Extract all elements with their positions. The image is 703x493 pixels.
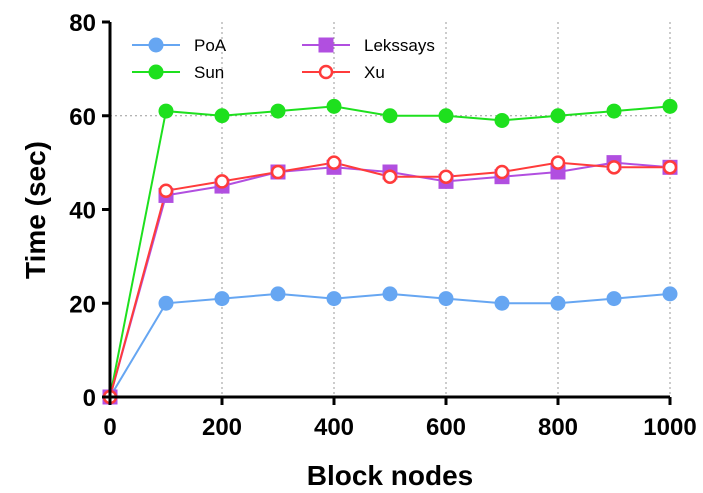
tick-labels: 0 200 400 600 800 1000 0 20 40 60 80 [69,10,696,441]
data-point [270,164,286,180]
legend-marker [148,64,164,80]
y-tick-label: 40 [69,198,96,225]
series-poa [109,292,671,398]
series-line [109,105,671,398]
series-lekssays [109,161,671,398]
data-point [438,291,454,307]
data-point [158,183,174,198]
y-axis-title: Time (sec) [20,141,51,279]
series-markers-sun [102,98,678,405]
series-sun [109,105,671,398]
series-markers-xu [102,155,678,405]
data-point [606,103,622,119]
y-tick-label: 20 [69,291,96,318]
data-point [326,98,342,114]
x-tick-label: 0 [103,414,116,441]
legend-label: Lekssays [364,36,435,55]
legend-label: Xu [364,63,385,82]
data-point [326,155,342,170]
series-line [109,161,670,398]
y-tick-label: 0 [83,385,96,412]
x-tick-label: 800 [538,414,578,441]
x-tick-label: 200 [202,414,242,441]
plot-series [102,98,678,405]
legend-item: Xu [302,63,385,82]
series-xu [109,161,670,398]
data-point [270,286,286,302]
legend-label: Sun [194,63,224,82]
legend-item: Sun [132,63,224,82]
data-point [494,112,510,128]
y-tick-label: 60 [69,104,96,131]
data-point [550,295,566,311]
data-point [158,103,174,119]
legend-marker [318,37,334,53]
y-tick-label: 80 [69,10,96,37]
legend-item: Lekssays [302,36,435,55]
data-point [662,286,678,302]
data-point [494,295,510,311]
data-point [382,286,398,302]
data-point [438,108,454,124]
legend-marker [148,37,164,53]
data-point [438,169,454,184]
data-point [270,103,286,119]
data-point [550,108,566,124]
data-point [158,295,174,311]
x-tick-label: 400 [314,414,354,441]
data-point [494,164,510,180]
legend-item: PoA [132,36,227,55]
series-markers-poa [102,286,678,405]
x-tick-label: 600 [426,414,466,441]
data-point [214,108,230,124]
data-point [214,174,230,189]
data-point [214,291,230,307]
data-point [382,108,398,124]
x-axis-title: Block nodes [307,460,473,491]
data-point [550,155,566,170]
legend-label: PoA [194,36,227,55]
data-point [662,160,678,175]
data-point [606,291,622,307]
data-point [382,169,398,184]
data-point [606,160,622,175]
legend-marker [318,64,334,80]
legend: PoA Sun Lekssays Xu [132,36,435,82]
x-tick-label: 1000 [643,414,696,441]
data-point [326,291,342,307]
data-point [662,98,678,114]
series-line [109,161,671,398]
series-line [109,292,671,398]
